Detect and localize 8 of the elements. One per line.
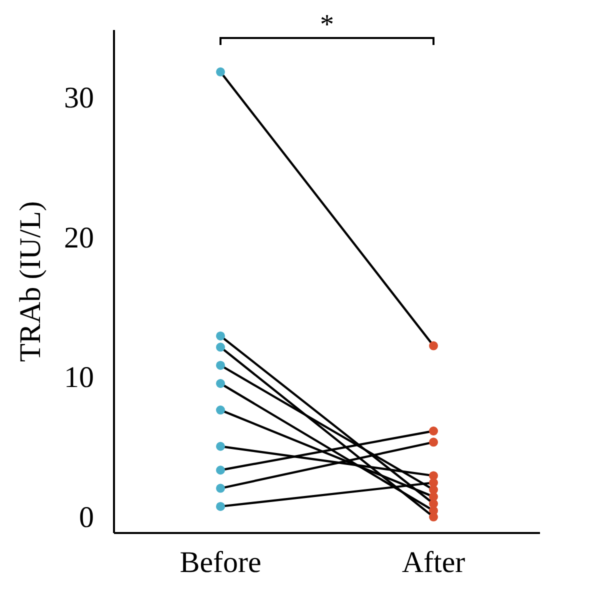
- annotation: *: [320, 9, 334, 40]
- y-tick-label: 10: [64, 361, 94, 394]
- x-tick-label: After: [402, 546, 466, 579]
- y-axis-title: TRAb (IU/L): [14, 201, 47, 362]
- y-tick-label: 30: [64, 82, 94, 115]
- x-tick-label: Before: [180, 546, 262, 579]
- y-tick-label: 20: [64, 221, 94, 254]
- y-tick-label: 0: [79, 500, 94, 534]
